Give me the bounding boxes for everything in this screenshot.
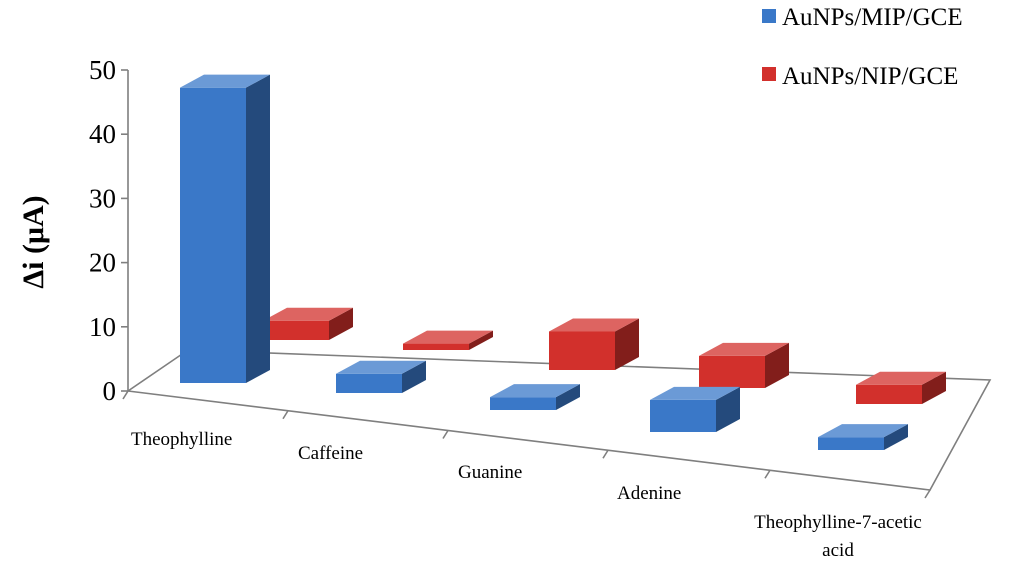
bar-side-face xyxy=(884,424,908,450)
y-tick-label: 40 xyxy=(89,119,116,149)
category-labels: Theophylline Caffeine Guanine Adenine Theoph… xyxy=(131,429,922,561)
legend-swatch-mip xyxy=(762,9,776,23)
bar-top-face xyxy=(403,330,493,344)
legend: AuNPs/MIP/GCE AuNPs/NIP/GCE xyxy=(762,4,963,90)
bar-nip-3 xyxy=(699,342,789,388)
y-tick-label: 10 xyxy=(89,312,116,342)
bar-nip-4 xyxy=(856,371,946,404)
bar-front-face xyxy=(818,437,884,450)
bar-side-face xyxy=(329,307,353,340)
bar-nip-2 xyxy=(549,318,639,370)
bar-front-face xyxy=(403,343,469,350)
bar-front-face xyxy=(856,384,922,404)
x-tick-label: Theophylline xyxy=(131,429,232,450)
bar-side-face xyxy=(469,330,493,350)
x-tick-mark xyxy=(282,410,289,420)
bar-mip-0 xyxy=(180,74,270,384)
bar-top-face xyxy=(650,386,740,400)
back-row-bars xyxy=(263,307,946,404)
x-tick-label: Guanine xyxy=(458,462,522,483)
x-tick-mark xyxy=(764,469,771,479)
bar-side-face xyxy=(716,386,740,432)
bar-side-face xyxy=(765,342,789,388)
bar-top-face xyxy=(336,360,426,374)
bar-nip-0 xyxy=(263,307,353,340)
legend-label-nip: AuNPs/NIP/GCE xyxy=(782,63,958,90)
bar-mip-4 xyxy=(818,424,908,450)
y-tick-label: 30 xyxy=(89,183,116,213)
bar-front-face xyxy=(336,373,402,393)
bar-front-face xyxy=(699,355,765,388)
x-tick-label: Caffeine xyxy=(298,443,363,464)
bar-nip-1 xyxy=(403,330,493,350)
bar-front-face xyxy=(263,320,329,340)
bar-top-face xyxy=(856,371,946,385)
bar-side-face xyxy=(246,74,270,384)
bar-top-face xyxy=(490,384,580,398)
bar-top-face xyxy=(180,74,270,88)
legend-label-mip: AuNPs/MIP/GCE xyxy=(782,4,963,31)
bar-front-face xyxy=(650,399,716,432)
x-tick-label: Adenine xyxy=(617,483,681,504)
y-axis-label: Δi (μA) xyxy=(17,195,50,288)
bar-mip-1 xyxy=(336,360,426,393)
bar-top-face xyxy=(549,318,639,332)
bar-side-face xyxy=(615,318,639,370)
x-tick-mark xyxy=(122,390,129,400)
y-tick-label: 0 xyxy=(103,376,117,406)
x-tick-mark xyxy=(924,489,931,499)
bar-top-face xyxy=(699,342,789,356)
x-tick-mark xyxy=(442,430,449,439)
y-tick-label: 50 xyxy=(89,55,116,85)
y-tick-label: 20 xyxy=(89,248,116,278)
front-row-bars xyxy=(180,74,908,450)
x-tick-label: Theophylline-7-acetic acid xyxy=(754,512,922,561)
bar-side-face xyxy=(922,371,946,404)
bar-side-face xyxy=(556,384,580,410)
bar-front-face xyxy=(490,397,556,410)
bar-front-face xyxy=(549,331,615,370)
bar-side-face xyxy=(402,360,426,393)
y-axis: 0 10 20 30 40 50 xyxy=(89,55,129,406)
x-tick-mark xyxy=(602,449,609,459)
bar-mip-3 xyxy=(650,386,740,432)
bar-mip-2 xyxy=(490,384,580,410)
bar-top-face xyxy=(263,307,353,321)
bar-front-face xyxy=(180,87,246,384)
bar-top-face xyxy=(818,424,908,438)
legend-swatch-nip xyxy=(762,67,776,81)
